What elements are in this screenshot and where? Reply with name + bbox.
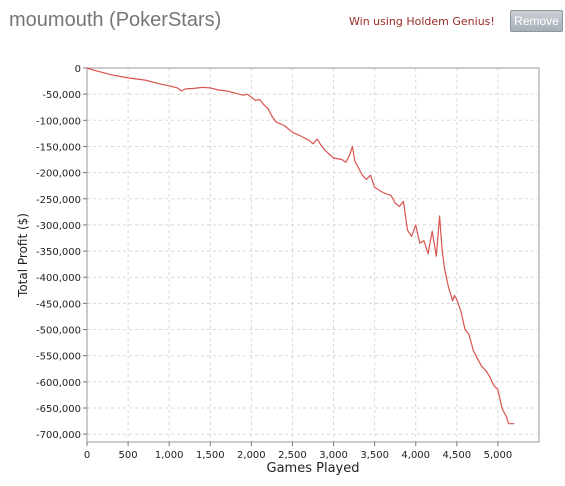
y-tick-label: -650,000 (36, 404, 81, 415)
y-tick-label: -350,000 (36, 247, 81, 258)
plot-area (86, 67, 540, 443)
y-axis-ticks: 0 -50,000 -100,000 -150,000 -200,000 -250,000… (36, 64, 87, 441)
grid (86, 67, 539, 442)
y-tick-label: -200,000 (36, 169, 81, 180)
y-tick-label: -150,000 (36, 142, 81, 153)
player-title: moumouth (PokerStars) (9, 9, 222, 31)
y-tick-label: -100,000 (36, 116, 81, 127)
x-tick-label: 3,500 (360, 450, 389, 461)
x-tick-label: 4,000 (401, 450, 430, 461)
y-tick-label: -550,000 (36, 352, 81, 363)
y-tick-label: -50,000 (42, 90, 81, 101)
holdem-genius-link[interactable]: Win using Holdem Genius! (349, 15, 495, 28)
x-tick-label: 1,500 (196, 450, 225, 461)
y-tick-label: -500,000 (36, 326, 81, 337)
y-axis-label: Total Profit ($) (16, 213, 30, 298)
x-tick-label: 1,000 (155, 450, 184, 461)
x-tick-label: 2,000 (237, 450, 266, 461)
x-axis-ticks: 0 500 1,000 1,500 2,000 2,500 3,000 3,500 4,000 4… (84, 442, 512, 461)
y-tick-label: -700,000 (36, 430, 81, 441)
x-axis-label: Games Played (267, 461, 360, 476)
y-tick-label: -250,000 (36, 195, 81, 206)
x-tick-label: 500 (119, 450, 138, 461)
x-tick-label: 4,500 (442, 450, 471, 461)
y-tick-label: -450,000 (36, 299, 81, 310)
remove-button[interactable]: Remove (510, 10, 563, 32)
y-tick-label: -600,000 (36, 378, 81, 389)
y-tick-label: -300,000 (36, 221, 81, 232)
y-tick-label: 0 (75, 64, 81, 75)
x-tick-label: 5,000 (484, 450, 513, 461)
y-tick-label: -400,000 (36, 273, 81, 284)
x-tick-label: 0 (84, 450, 90, 461)
x-tick-label: 2,500 (278, 450, 307, 461)
x-tick-label: 3,000 (319, 450, 348, 461)
profit-line (86, 67, 515, 425)
